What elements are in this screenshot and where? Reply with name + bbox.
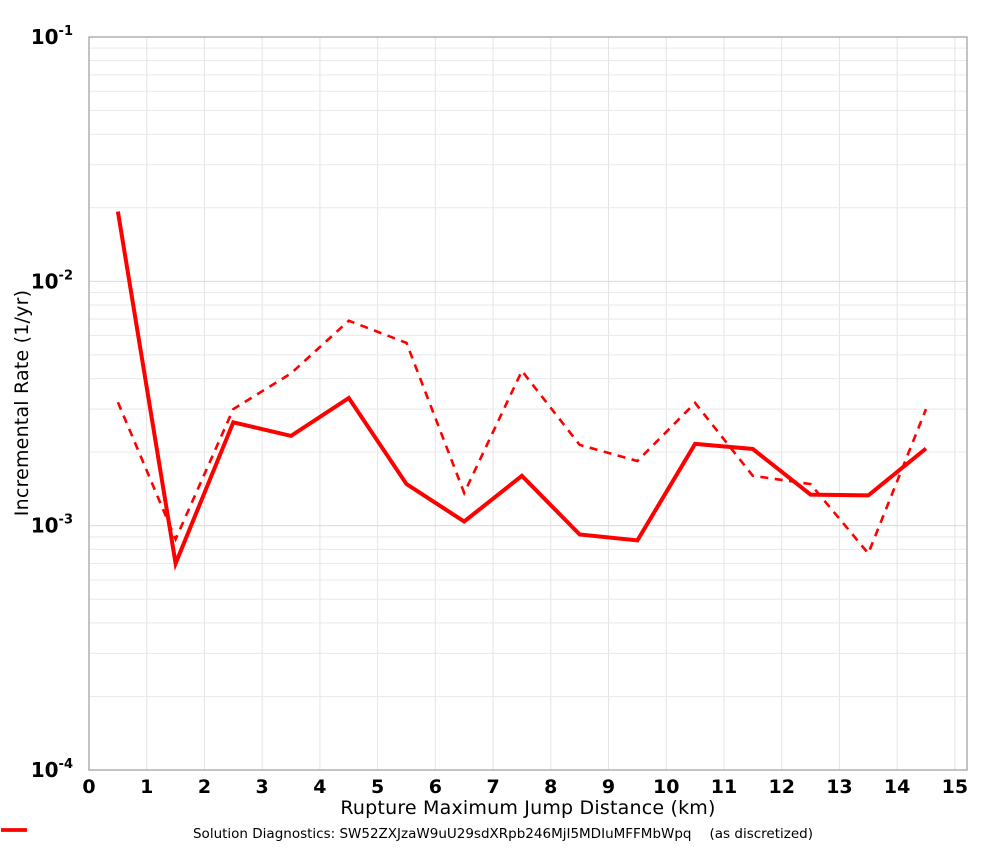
y-tick-label: 10-2 — [31, 268, 73, 293]
x-tick-label: 13 — [826, 776, 852, 798]
y-axis-title: Incremental Rate (1/yr) — [11, 289, 33, 517]
x-tick-label: 10 — [653, 776, 679, 798]
x-tick-label: 6 — [429, 776, 442, 798]
series-solution-line — [115, 211, 928, 571]
y-tick-label: 10-3 — [31, 513, 73, 538]
x-tick-label: 4 — [313, 776, 326, 798]
x-tick-label: 14 — [884, 776, 910, 798]
x-tick-label: 11 — [711, 776, 737, 798]
legend: Solution Diagnostics: SW52ZXJzaW9uU29sdX… — [0, 826, 1000, 842]
x-tick-label: 5 — [371, 776, 384, 798]
plot-frame — [88, 36, 968, 771]
y-tick-label: 10-1 — [31, 24, 73, 49]
x-tick-label: 2 — [198, 776, 211, 798]
x-tick-label: 8 — [544, 776, 557, 798]
x-axis-title: Rupture Maximum Jump Distance (km) — [340, 797, 716, 819]
plot-background — [89, 37, 967, 770]
x-tick-label: 9 — [602, 776, 615, 798]
x-tick-label: 0 — [82, 776, 95, 798]
legend-label-discretized: (as discretized) — [709, 826, 813, 842]
x-tick-label: 12 — [768, 776, 794, 798]
x-tick-label: 15 — [942, 776, 968, 798]
x-tick-label: 7 — [486, 776, 499, 798]
x-tick-label: 1 — [140, 776, 153, 798]
x-tick-label: 3 — [256, 776, 269, 798]
y-tick-label: 10-4 — [31, 757, 73, 782]
legend-label-solution: Solution Diagnostics: SW52ZXJzaW9uU29sdX… — [192, 826, 692, 842]
series-discretized-line — [116, 319, 928, 556]
